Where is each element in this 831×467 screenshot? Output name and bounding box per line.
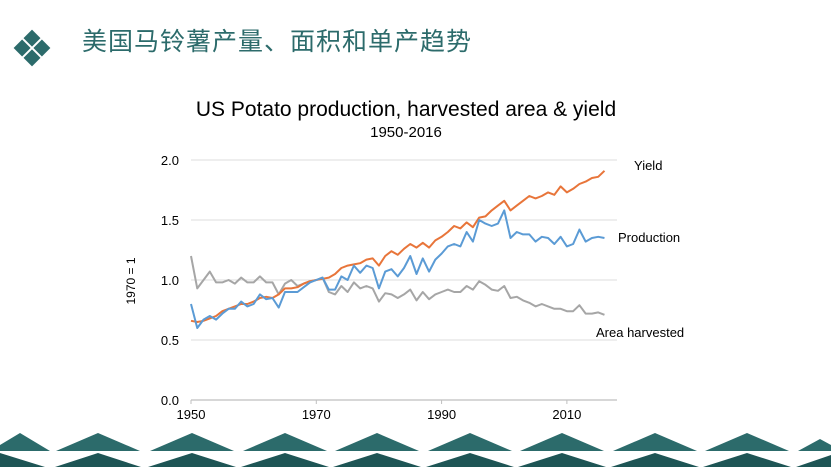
y-tick-label: 0.5 bbox=[161, 333, 179, 348]
series-label-production: Production bbox=[618, 230, 680, 245]
diamond-icon bbox=[13, 29, 51, 67]
x-tick-label: 2010 bbox=[552, 407, 581, 422]
series-label-area-harvested: Area harvested bbox=[596, 325, 684, 340]
x-tick-label: 1970 bbox=[302, 407, 331, 422]
y-axis-label: 1970 = 1 bbox=[124, 257, 138, 304]
x-ticks: 1950 1970 1990 2010 bbox=[177, 400, 581, 422]
slide-title: 美国马铃薯产量、面积和单产趋势 bbox=[82, 27, 473, 56]
gridlines bbox=[191, 159, 617, 341]
y-tick-label: 0.0 bbox=[161, 393, 179, 408]
chart-subtitle: 1950-2016 bbox=[370, 124, 442, 141]
x-tick-label: 1990 bbox=[427, 407, 456, 422]
y-ticks: 0.0 0.5 1.0 1.5 2.0 bbox=[161, 153, 179, 408]
footer-decoration bbox=[0, 429, 831, 467]
series-line-area-harvested bbox=[190, 255, 605, 316]
series-line-production bbox=[190, 209, 605, 329]
y-tick-label: 1.5 bbox=[161, 213, 179, 228]
x-tick-label: 1950 bbox=[177, 407, 206, 422]
series-lines bbox=[190, 170, 606, 329]
y-tick-label: 2.0 bbox=[161, 153, 179, 168]
series-label-yield: Yield bbox=[634, 158, 662, 173]
chart-title: US Potato production, harvested area & y… bbox=[196, 98, 616, 121]
y-tick-label: 1.0 bbox=[161, 273, 179, 288]
series-labels: Yield Production Area harvested bbox=[596, 158, 684, 340]
series-line-yield bbox=[190, 170, 606, 323]
chart: US Potato production, harvested area & y… bbox=[124, 98, 684, 422]
